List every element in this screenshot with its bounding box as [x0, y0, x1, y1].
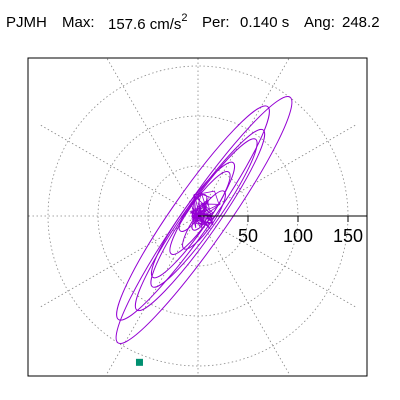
peak-marker-group [135, 358, 143, 366]
radial-tick-label-150: 150 [333, 226, 363, 246]
radial-axis: 50 100 150 [198, 215, 367, 246]
angle-value: 248.2 [342, 14, 380, 31]
max-exponent: 2 [181, 12, 188, 24]
chart-title: PJMH Max: 157.6 cm/s2 Per: 0.140 s Ang: … [0, 12, 400, 40]
station-label: PJMH [6, 14, 47, 31]
radial-tick-label-100: 100 [283, 226, 313, 246]
period-value: 0.140 s [240, 14, 290, 31]
orbit-trace [115, 95, 293, 345]
orbit-loop [150, 138, 258, 288]
max-value: 157.6 cm/s2 [108, 12, 188, 33]
max-label: Max: [62, 14, 95, 31]
angle-label: Ang: [304, 14, 335, 31]
period-label: Per: [202, 14, 230, 31]
radial-tick-label-50: 50 [238, 226, 258, 246]
orbit-core-scribble [190, 190, 221, 230]
peak-marker [135, 358, 143, 366]
orbit-loop [116, 105, 270, 321]
